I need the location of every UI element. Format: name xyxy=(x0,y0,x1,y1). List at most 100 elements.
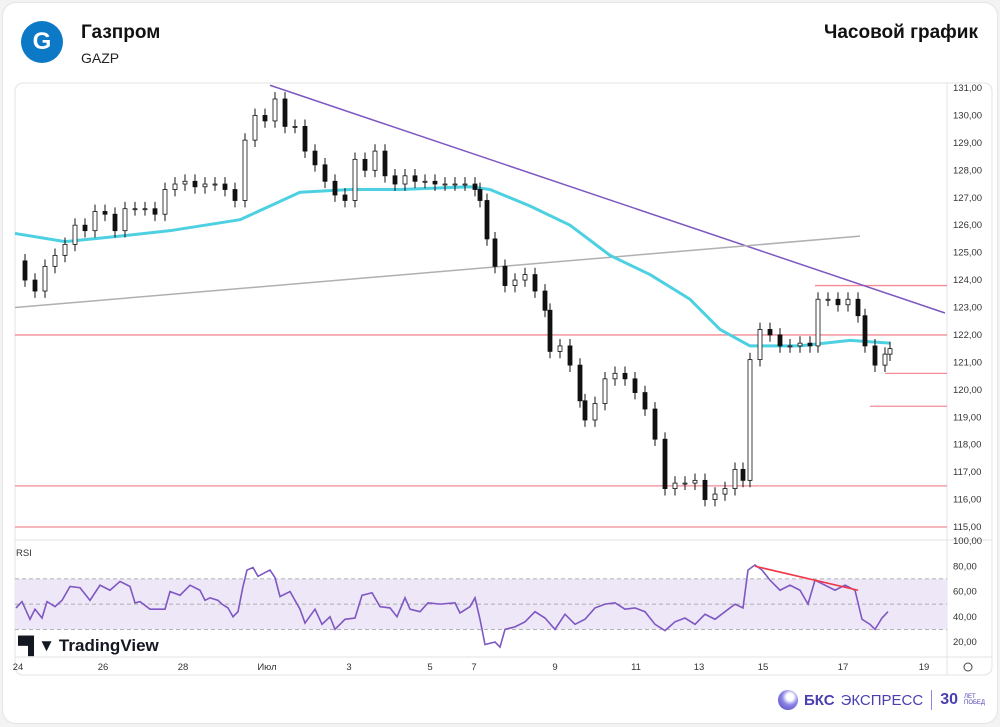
candle-body xyxy=(477,189,483,201)
candle-body xyxy=(542,290,548,311)
ticker-symbol: GAZP xyxy=(81,50,120,66)
time-tick-label: 15 xyxy=(758,662,769,673)
candle-body xyxy=(292,126,298,128)
watermark-text: TradingView xyxy=(58,636,159,655)
candle-body xyxy=(845,298,851,306)
candle-body xyxy=(612,372,618,380)
candle-body xyxy=(302,126,308,152)
candle-body xyxy=(777,334,783,347)
rsi-divergence-line xyxy=(754,565,859,592)
candle-body xyxy=(532,274,538,292)
candle-body xyxy=(272,98,278,122)
tradingview-watermark: ▀▌▼ TradingView xyxy=(18,636,159,656)
brand-years-caption: ЛЕТ ПОБЕД xyxy=(964,694,985,706)
candle-body xyxy=(252,115,258,141)
candle-body xyxy=(212,183,218,186)
candle-body xyxy=(887,348,893,355)
time-tick-label: 7 xyxy=(471,662,476,673)
price-tick-label: 126,00 xyxy=(953,220,982,231)
candle-body xyxy=(632,378,638,393)
candle-body xyxy=(312,150,318,166)
candle-body xyxy=(484,200,490,240)
brand-years: 30 xyxy=(940,691,959,708)
chart-frame xyxy=(14,82,993,676)
candle-body xyxy=(732,468,738,489)
price-tick-label: 116,00 xyxy=(953,495,981,506)
tradingview-logo-icon: ▀▌▼ xyxy=(18,636,55,655)
candle-body xyxy=(282,98,288,127)
candle-body xyxy=(452,183,458,186)
rsi-tick-label: 40,00 xyxy=(953,612,977,623)
candle-body xyxy=(432,180,438,185)
brand-separator xyxy=(931,690,933,710)
time-tick-label: 19 xyxy=(919,662,930,673)
candle-body xyxy=(825,298,831,301)
rsi-tick-label: 80,00 xyxy=(953,561,977,572)
candle-body xyxy=(502,265,508,286)
price-tick-label: 130,00 xyxy=(953,110,982,121)
candle-body xyxy=(862,315,868,347)
candle-body xyxy=(392,175,398,185)
bcs-logo-icon xyxy=(778,690,798,710)
candle-body xyxy=(82,224,88,232)
candle-body xyxy=(52,254,58,267)
candle-body xyxy=(722,488,728,495)
candle-body xyxy=(142,208,148,211)
time-tick-label: 11 xyxy=(631,662,641,673)
candle-body xyxy=(577,364,583,402)
candle-body xyxy=(642,392,648,410)
candle-body xyxy=(202,183,208,188)
candle-body xyxy=(472,183,478,190)
rsi-label: RSI xyxy=(16,548,32,559)
time-tick-label: 9 xyxy=(552,662,557,673)
candle-body xyxy=(112,213,118,232)
time-tick-label: 5 xyxy=(427,662,432,673)
candle-body xyxy=(767,329,773,336)
candle-body xyxy=(342,194,348,201)
time-tick-label: Июл xyxy=(257,662,276,673)
settings-icon[interactable] xyxy=(963,662,973,672)
candle-body xyxy=(855,298,861,317)
candle-body xyxy=(882,353,888,366)
trendline-ascending xyxy=(14,235,861,309)
candle-body xyxy=(815,298,821,347)
trendline-descending xyxy=(269,84,946,314)
candle-body xyxy=(567,345,573,366)
candle-body xyxy=(382,150,388,177)
candle-body xyxy=(747,359,753,481)
candle-body xyxy=(702,479,708,500)
ema-line xyxy=(14,185,891,348)
candle-body xyxy=(740,468,746,481)
candle-body xyxy=(352,158,358,201)
candle-body xyxy=(512,279,518,286)
price-tick-label: 129,00 xyxy=(953,138,982,149)
candle-body xyxy=(797,342,803,347)
candle-body xyxy=(757,329,763,361)
candle-body xyxy=(192,180,198,188)
time-tick-label: 28 xyxy=(178,662,189,673)
candle-body xyxy=(692,479,698,484)
price-tick-label: 122,00 xyxy=(953,330,982,341)
price-tick-label: 128,00 xyxy=(953,165,982,176)
rsi-tick-label: 100,00 xyxy=(953,536,982,547)
candle-body xyxy=(402,175,408,185)
candle-body xyxy=(62,243,68,256)
rsi-line xyxy=(15,564,889,649)
candle-body xyxy=(622,372,628,380)
rsi-tick-label: 60,00 xyxy=(953,587,977,598)
candle-body xyxy=(522,274,528,281)
candle-body xyxy=(172,183,178,190)
time-tick-label: 24 xyxy=(13,662,24,673)
candle-body xyxy=(42,265,48,292)
candle-body xyxy=(32,279,38,292)
candle-body xyxy=(362,158,368,171)
candle-body xyxy=(547,309,553,352)
candle-body xyxy=(462,183,468,186)
gazprom-logo: G xyxy=(21,21,63,63)
candle-body xyxy=(242,139,248,201)
candle-body xyxy=(262,115,268,122)
rsi-tick-label: 20,00 xyxy=(953,637,977,648)
price-tick-label: 121,00 xyxy=(953,357,982,368)
time-tick-label: 17 xyxy=(838,662,849,673)
